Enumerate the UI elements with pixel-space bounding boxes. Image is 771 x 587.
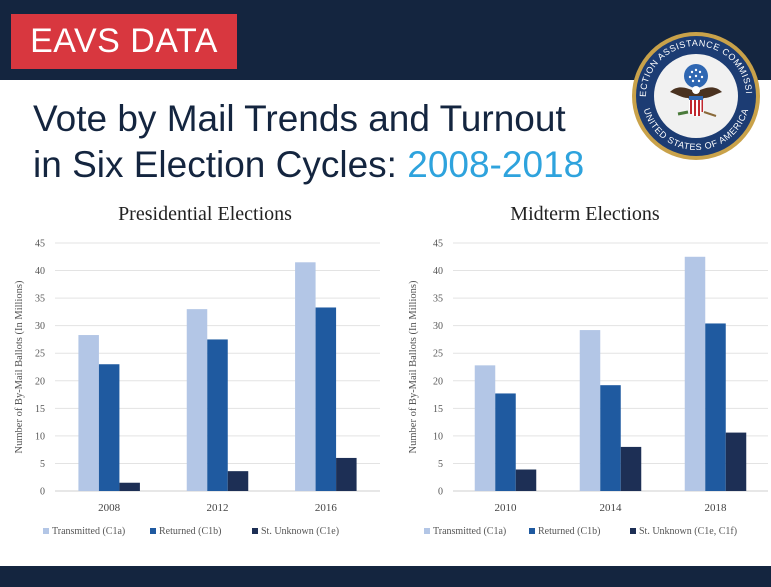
y-axis-label: Number of By-Mail Ballots (In Millions) [408,280,419,453]
y-tick-label: 45 [35,239,45,250]
bar-2018-series-2 [725,432,747,491]
y-tick-label: 5 [40,459,45,470]
y-tick-label: 10 [433,431,443,442]
legend-swatch [252,528,258,534]
footer-bar [0,566,771,587]
y-tick-label: 30 [35,321,45,332]
legend-swatch [424,528,430,534]
y-tick-label: 25 [35,349,45,360]
page-title: Vote by Mail Trends and Turnout in Six E… [33,96,633,188]
legend-entry: St. Unknown (C1e) [261,526,339,537]
legend-swatch [150,528,156,534]
bar-2010-series-2 [515,469,537,491]
midterm-chart: 0 5 10 15 20 25 30 35 40 45 Number of By-Mail Ball… [408,239,768,537]
x-tick-label: 2008 [98,502,121,514]
legend-entry: Returned (C1b) [159,526,222,537]
bar-2012-series-2 [227,471,249,491]
bar-2014-series-0 [579,330,601,491]
y-axis-label: Number of By-Mail Ballots (In Millions) [14,280,25,453]
legend-entry: St. Unknown (C1e, C1f) [639,526,737,537]
y-tick-label: 15 [433,404,443,415]
y-tick-label: 35 [433,294,443,305]
y-tick-label: 15 [35,404,45,415]
eavs-data-badge: EAVS DATA [11,14,237,69]
election-assistance-commission-seal-icon: ELECTION ASSISTANCE COMMISSION UNITED ST… [630,30,760,160]
bar-2010-series-1 [495,393,516,491]
bar-2014-series-2 [620,446,642,491]
y-tick-label: 40 [433,266,443,277]
bar-2010-series-0 [474,365,496,491]
y-tick-label: 0 [40,487,45,498]
presidential-chart: 0 5 10 15 20 25 30 35 40 45 Number of By-Mail Ball… [14,239,380,537]
x-tick-label: 2014 [600,502,623,514]
x-tick-label: 2016 [315,502,338,514]
legend-entry: Transmitted (C1a) [52,526,125,537]
title-line-2: in Six Election Cycles: 2008-2018 [33,142,633,188]
x-tick-label: 2018 [705,502,728,514]
bar-2012-series-0 [186,309,208,491]
bar-2016-series-2 [336,457,357,491]
title-line-1: Vote by Mail Trends and Turnout [33,98,566,139]
y-tick-label: 5 [438,459,443,470]
bar-2012-series-1 [207,339,228,491]
legend-swatch [43,528,49,534]
title-years: 2008-2018 [407,144,585,185]
bar-2008-series-1 [98,364,120,491]
bar-2008-series-0 [78,335,99,491]
x-tick-label: 2010 [495,502,518,514]
bar-2016-series-0 [295,262,316,491]
y-tick-label: 25 [433,349,443,360]
y-tick-label: 35 [35,294,45,305]
y-tick-label: 20 [35,376,45,387]
y-tick-label: 10 [35,431,45,442]
bar-2018-series-1 [705,323,726,491]
legend-entry: Transmitted (C1a) [433,526,506,537]
legend-swatch [529,528,535,534]
y-tick-label: 40 [35,266,45,277]
legend-swatch [630,528,636,534]
title-line-2-text: in Six Election Cycles: [33,144,408,185]
y-tick-label: 0 [438,487,443,498]
midterm-chart-title: Midterm Elections [510,203,660,225]
y-tick-label: 45 [433,239,443,250]
bar-2014-series-1 [600,385,621,491]
x-tick-label: 2012 [207,502,229,514]
presidential-chart-title: Presidential Elections [118,203,292,225]
bar-2018-series-0 [684,256,706,491]
legend-entry: Returned (C1b) [538,526,601,537]
bar-2016-series-1 [315,307,337,491]
bar-2008-series-2 [119,482,140,491]
y-tick-label: 20 [433,376,443,387]
y-tick-label: 30 [433,321,443,332]
